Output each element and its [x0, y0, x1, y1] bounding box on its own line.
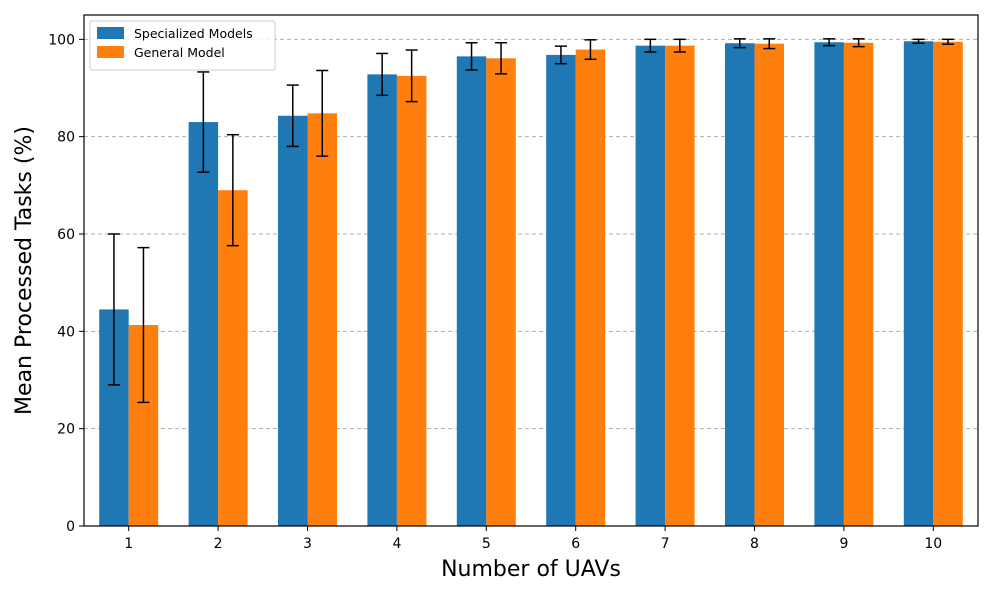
- error-bar-general-10: [942, 38, 955, 45]
- error-bar-specialized-1: [107, 233, 120, 386]
- bar-general-5: [486, 58, 516, 527]
- bar-specialized-9: [814, 42, 844, 527]
- error-bar-general-1: [137, 246, 150, 404]
- bar-specialized-3: [278, 115, 308, 527]
- bar-specialized-8: [725, 43, 755, 527]
- error-bar-specialized-7: [644, 38, 657, 53]
- bar-general-10: [933, 41, 963, 527]
- x-tick-label: 1: [124, 536, 133, 552]
- x-tick-label: 8: [750, 536, 759, 552]
- bar-general-6: [575, 49, 606, 526]
- x-tick-label: 4: [392, 536, 401, 552]
- bar-specialized-10: [903, 41, 934, 526]
- y-tick-label: 100: [48, 32, 75, 48]
- legend: Specialized Models General Model: [89, 20, 276, 71]
- x-tick-label: 5: [482, 536, 491, 552]
- y-tick-label: 60: [57, 227, 75, 243]
- error-bar-specialized-8: [733, 38, 746, 49]
- x-tick-label: 2: [214, 536, 223, 552]
- error-bar-general-7: [673, 38, 686, 53]
- error-bar-specialized-10: [912, 38, 925, 44]
- bar-specialized-2: [188, 122, 219, 527]
- x-tick-label: 3: [303, 536, 312, 552]
- x-axis: 1 2 3 4 5 6 7 8 9 10: [124, 526, 942, 552]
- error-bar-general-2: [226, 133, 239, 247]
- x-tick-label: 10: [924, 536, 942, 552]
- error-bar-general-4: [405, 49, 418, 103]
- x-axis-title: Number of UAVs: [441, 557, 621, 582]
- error-bars: [107, 38, 955, 404]
- error-bar-specialized-9: [823, 38, 836, 47]
- x-tick-label: 9: [839, 536, 848, 552]
- plot-frame: [83, 14, 979, 527]
- bar-specialized-6: [546, 54, 576, 526]
- bar-general-3: [307, 113, 337, 526]
- bar-specialized-7: [635, 45, 666, 526]
- bar-specialized-5: [456, 56, 487, 526]
- y-axis-title: Mean Processed Tasks (%): [12, 126, 37, 415]
- x-tick-label: 6: [571, 536, 580, 552]
- error-bar-specialized-4: [376, 52, 389, 97]
- error-bar-specialized-5: [465, 41, 478, 71]
- bar-general-9: [843, 42, 874, 527]
- y-tick-label: 0: [66, 519, 75, 535]
- legend-swatch-specialized: [97, 27, 124, 39]
- bar-specialized-4: [367, 74, 397, 526]
- y-tick-label: 20: [57, 422, 75, 438]
- legend-label-general: General Model: [134, 45, 225, 60]
- error-bar-specialized-6: [554, 45, 567, 65]
- error-bar-general-3: [316, 69, 329, 157]
- y-tick-label: 40: [57, 324, 75, 340]
- error-bar-general-9: [852, 38, 865, 48]
- bars: [99, 41, 963, 527]
- error-bar-general-5: [495, 41, 508, 75]
- y-axis: 0 20 40 60 80 100: [48, 32, 84, 535]
- legend-box: [89, 20, 276, 71]
- error-bar-specialized-3: [286, 84, 299, 148]
- bar-general-8: [754, 43, 784, 527]
- bar-general-4: [396, 75, 427, 526]
- error-bar-specialized-2: [197, 71, 210, 173]
- error-bar-general-6: [584, 39, 597, 61]
- error-bar-general-8: [763, 38, 776, 50]
- bar-general-7: [665, 45, 695, 526]
- x-tick-label: 7: [661, 536, 670, 552]
- y-tick-label: 80: [57, 130, 75, 146]
- legend-swatch-general: [97, 46, 124, 58]
- legend-label-specialized: Specialized Models: [134, 26, 253, 41]
